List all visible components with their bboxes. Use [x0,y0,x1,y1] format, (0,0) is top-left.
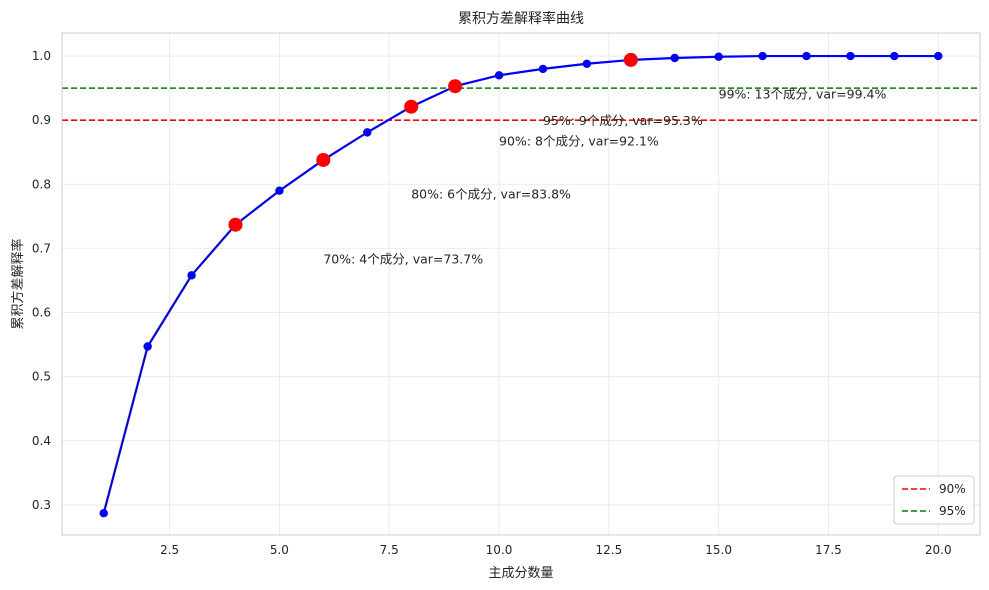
y-tick-label: 1.0 [32,49,51,63]
x-axis-ticks: 2.5 5.0 7.5 10.0 12.5 15.0 17.5 20.0 [160,543,952,557]
x-tick-label: 7.5 [380,543,399,557]
annotation-label: 90%: 8个成分, var=92.1% [499,133,659,148]
threshold-marker [404,99,419,114]
reference-lines [62,87,980,121]
data-point [846,51,855,61]
data-point [670,53,679,63]
x-tick-label: 5.0 [270,543,289,557]
data-point [758,51,767,61]
annotation-label: 70%: 4个成分, var=73.7% [323,251,483,266]
x-tick-label: 15.0 [705,543,732,557]
legend-label: 90% [939,482,966,496]
y-tick-label: 0.6 [32,306,51,320]
y-tick-label: 0.7 [32,241,51,255]
data-point [187,271,196,280]
data-point [494,71,504,80]
data-point [714,52,723,61]
plot-background [62,33,980,535]
x-tick-label: 10.0 [486,543,513,557]
data-point [934,51,943,61]
data-point [890,51,899,61]
annotation-label: 99%: 13个成分, var=99.4% [719,87,887,102]
threshold-marker [448,79,463,94]
data-point [582,59,592,68]
data-point [99,509,108,518]
legend: 90% 95% [893,475,975,525]
series-layer [99,51,943,518]
annotation-layer: 70%: 4个成分, var=73.7% 80%: 6个成分, var=83.8%… [323,87,886,267]
threshold-marker [228,217,243,232]
annotation-label: 95%: 9个成分, var=95.3% [543,113,703,128]
x-axis-title: 主成分数量 [488,566,553,581]
y-tick-label: 0.9 [32,113,51,127]
highlight-layer [228,52,638,232]
threshold-marker [316,152,331,167]
y-tick-label: 0.4 [32,434,51,448]
legend-label: 95% [939,504,966,518]
data-point [143,342,152,351]
data-point [802,51,811,61]
y-axis-title: 累积方差解释率 [10,238,26,329]
data-point [538,64,548,74]
y-tick-label: 0.5 [32,370,51,384]
legend-items: 90% 95% [902,482,966,518]
plot-area: 70%: 4个成分, var=73.7% 80%: 6个成分, var=83.8%… [61,32,981,536]
y-axis-ticks: 0.3 0.4 0.5 0.6 0.7 0.8 0.9 1.0 [32,49,51,512]
x-tick-label: 17.5 [815,543,842,557]
data-point [363,128,372,137]
x-tick-label: 20.0 [925,543,952,557]
legend-frame [893,475,975,525]
threshold-marker [623,52,638,67]
series-line [102,54,939,514]
x-tick-label: 2.5 [160,543,179,557]
annotation-label: 80%: 6个成分, var=83.8% [411,187,571,202]
plot-frame [61,32,981,536]
x-tick-label: 12.5 [595,543,622,557]
chart-title: 累积方差解释率曲线 [458,10,584,27]
data-point [275,186,284,195]
y-tick-label: 0.3 [32,498,51,512]
y-tick-label: 0.8 [32,177,51,191]
